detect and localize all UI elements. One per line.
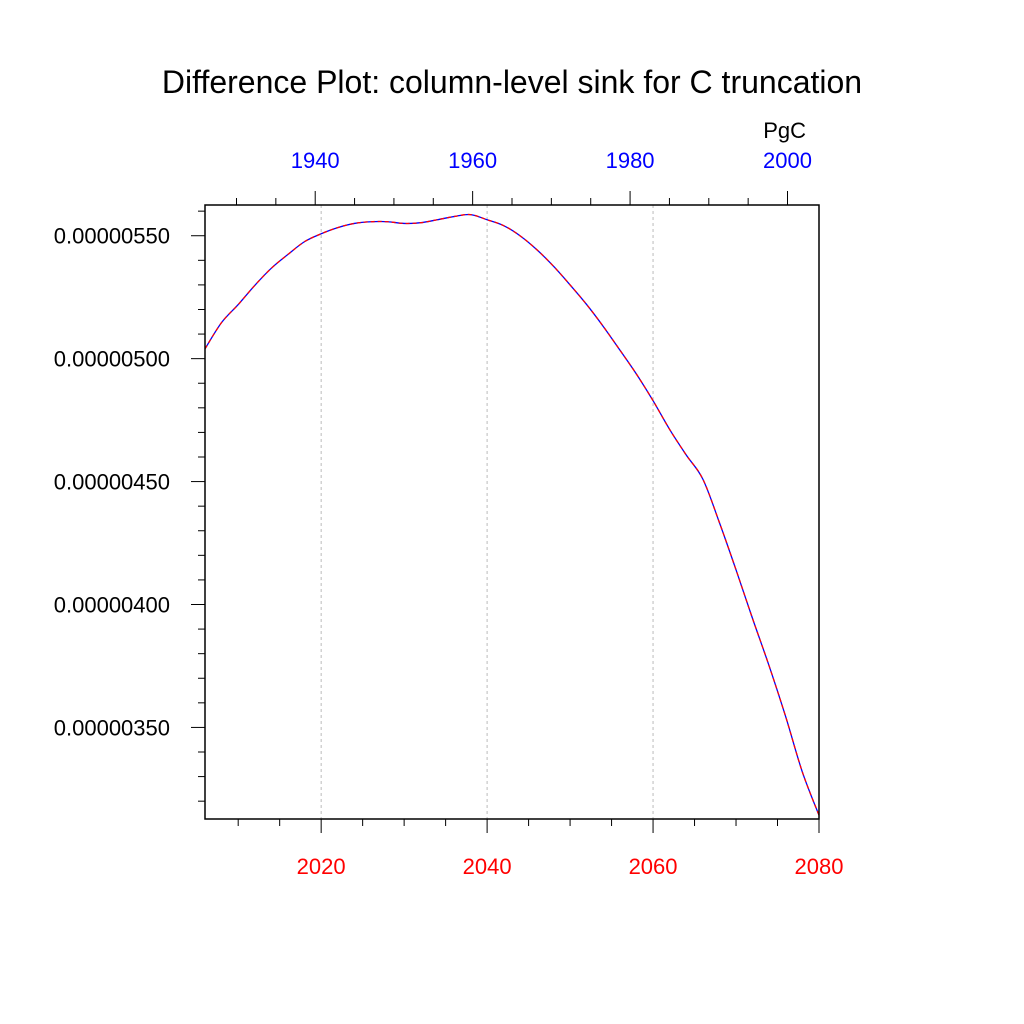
data-lines bbox=[204, 213, 820, 816]
axis-tick-labels: 2020 2040 2060 2080 1940 1960 1980 2000 0.000003… bbox=[54, 148, 844, 879]
x-top-tick-label: 2000 bbox=[763, 148, 812, 173]
axis-ticks bbox=[191, 191, 820, 833]
series-line-solid bbox=[204, 213, 820, 816]
x-bottom-tick-label: 2020 bbox=[297, 854, 346, 879]
plot-frame bbox=[204, 204, 820, 820]
y-tick-label: 0.00000550 bbox=[54, 224, 170, 249]
series-line-dashed bbox=[204, 213, 820, 816]
units-label: PgC bbox=[763, 118, 806, 143]
y-tick-label: 0.00000500 bbox=[54, 347, 170, 372]
y-tick-label: 0.00000350 bbox=[54, 715, 170, 740]
y-tick-label: 0.00000400 bbox=[54, 592, 170, 617]
chart-title: Difference Plot: column-level sink for C… bbox=[162, 64, 862, 100]
x-top-tick-label: 1980 bbox=[606, 148, 655, 173]
x-top-tick-label: 1940 bbox=[291, 148, 340, 173]
x-top-tick-label: 1960 bbox=[448, 148, 497, 173]
y-tick-label: 0.00000450 bbox=[54, 470, 170, 495]
x-bottom-tick-label: 2040 bbox=[463, 854, 512, 879]
x-bottom-tick-label: 2080 bbox=[795, 854, 844, 879]
gridlines bbox=[320, 205, 654, 819]
x-bottom-tick-label: 2060 bbox=[629, 854, 678, 879]
